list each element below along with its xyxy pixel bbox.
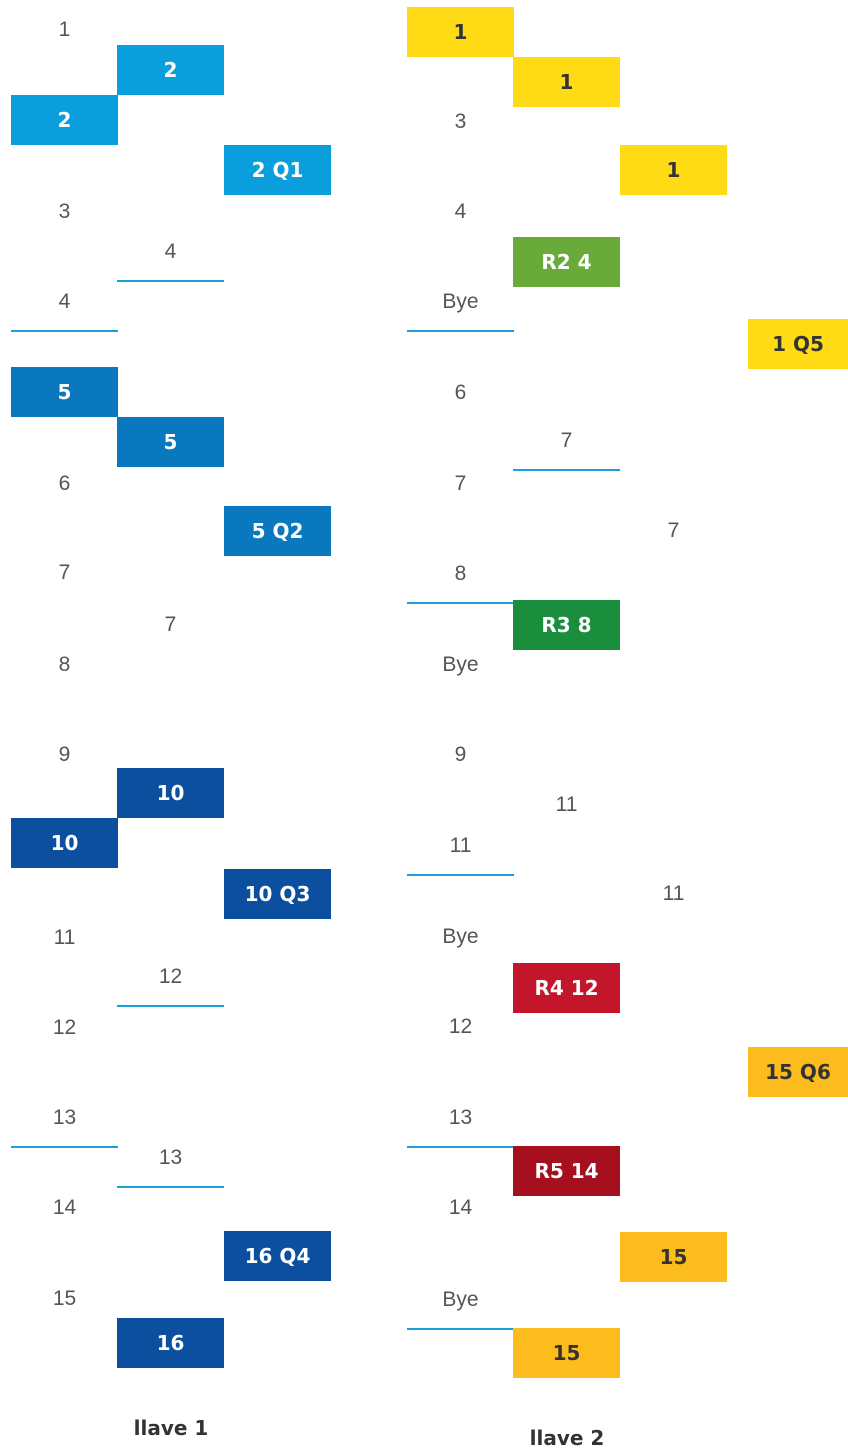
entry-label: 1 xyxy=(58,18,71,41)
underline xyxy=(407,602,514,604)
entry-label: 9 xyxy=(58,743,71,766)
entry-label: 9 xyxy=(454,743,467,766)
match-box: 5 xyxy=(117,417,224,467)
bracket-title: llave 1 xyxy=(133,1416,209,1440)
entry-label: 13 xyxy=(52,1106,77,1129)
entry-label: 12 xyxy=(52,1016,77,1039)
match-box: 1 Q5 xyxy=(748,319,848,369)
match-box: 2 Q1 xyxy=(224,145,331,195)
underline xyxy=(117,1186,224,1188)
match-box: 1 xyxy=(407,7,514,57)
underline xyxy=(117,1005,224,1007)
match-box: R5 14 xyxy=(513,1146,620,1196)
match-box: 15 xyxy=(620,1232,727,1282)
entry-label: Bye xyxy=(442,653,479,676)
entry-label: 11 xyxy=(555,793,578,816)
entry-label: 8 xyxy=(58,653,71,676)
match-box: 15 xyxy=(513,1328,620,1378)
entry-label: 4 xyxy=(58,290,71,313)
underline xyxy=(407,874,514,876)
entry-label: 14 xyxy=(52,1196,77,1219)
match-box: 5 Q2 xyxy=(224,506,331,556)
match-box: 5 xyxy=(11,367,118,417)
entry-label: 12 xyxy=(448,1015,473,1038)
entry-label: 11 xyxy=(662,882,685,905)
entry-label: 12 xyxy=(158,965,183,988)
entry-label: 7 xyxy=(560,429,573,452)
entry-label: 7 xyxy=(667,519,680,542)
underline xyxy=(11,1146,118,1148)
underline xyxy=(407,1146,514,1148)
match-box: R2 4 xyxy=(513,237,620,287)
match-box: 10 xyxy=(11,818,118,868)
entry-label: 4 xyxy=(454,200,467,223)
entry-label: 3 xyxy=(454,110,467,133)
entry-label: 11 xyxy=(53,926,76,949)
entry-label: 14 xyxy=(448,1196,473,1219)
entry-label: 6 xyxy=(454,381,467,404)
match-box: 16 xyxy=(117,1318,224,1368)
entry-label: 11 xyxy=(449,834,472,857)
entry-label: 7 xyxy=(58,561,71,584)
match-box: R3 8 xyxy=(513,600,620,650)
entry-label: Bye xyxy=(442,925,479,948)
match-box: 2 xyxy=(11,95,118,145)
match-box: 15 Q6 xyxy=(748,1047,848,1097)
match-box: 2 xyxy=(117,45,224,95)
underline xyxy=(11,330,118,332)
underline xyxy=(407,330,514,332)
entry-label: 13 xyxy=(158,1146,183,1169)
match-box: 10 Q3 xyxy=(224,869,331,919)
entry-label: 4 xyxy=(164,240,177,263)
match-box: 10 xyxy=(117,768,224,818)
match-box: 1 xyxy=(513,57,620,107)
underline xyxy=(407,1328,514,1330)
underline xyxy=(117,280,224,282)
entry-label: 3 xyxy=(58,200,71,223)
entry-label: 7 xyxy=(454,472,467,495)
entry-label: 7 xyxy=(164,613,177,636)
underline xyxy=(513,469,620,471)
entry-label: 13 xyxy=(448,1106,473,1129)
entry-label: 15 xyxy=(52,1287,77,1310)
entry-label: Bye xyxy=(442,290,479,313)
match-box: 16 Q4 xyxy=(224,1231,331,1281)
entry-label: 8 xyxy=(454,562,467,585)
entry-label: 6 xyxy=(58,472,71,495)
entry-label: Bye xyxy=(442,1288,479,1311)
match-box: 1 xyxy=(620,145,727,195)
bracket-title: llave 2 xyxy=(529,1426,605,1450)
match-box: R4 12 xyxy=(513,963,620,1013)
